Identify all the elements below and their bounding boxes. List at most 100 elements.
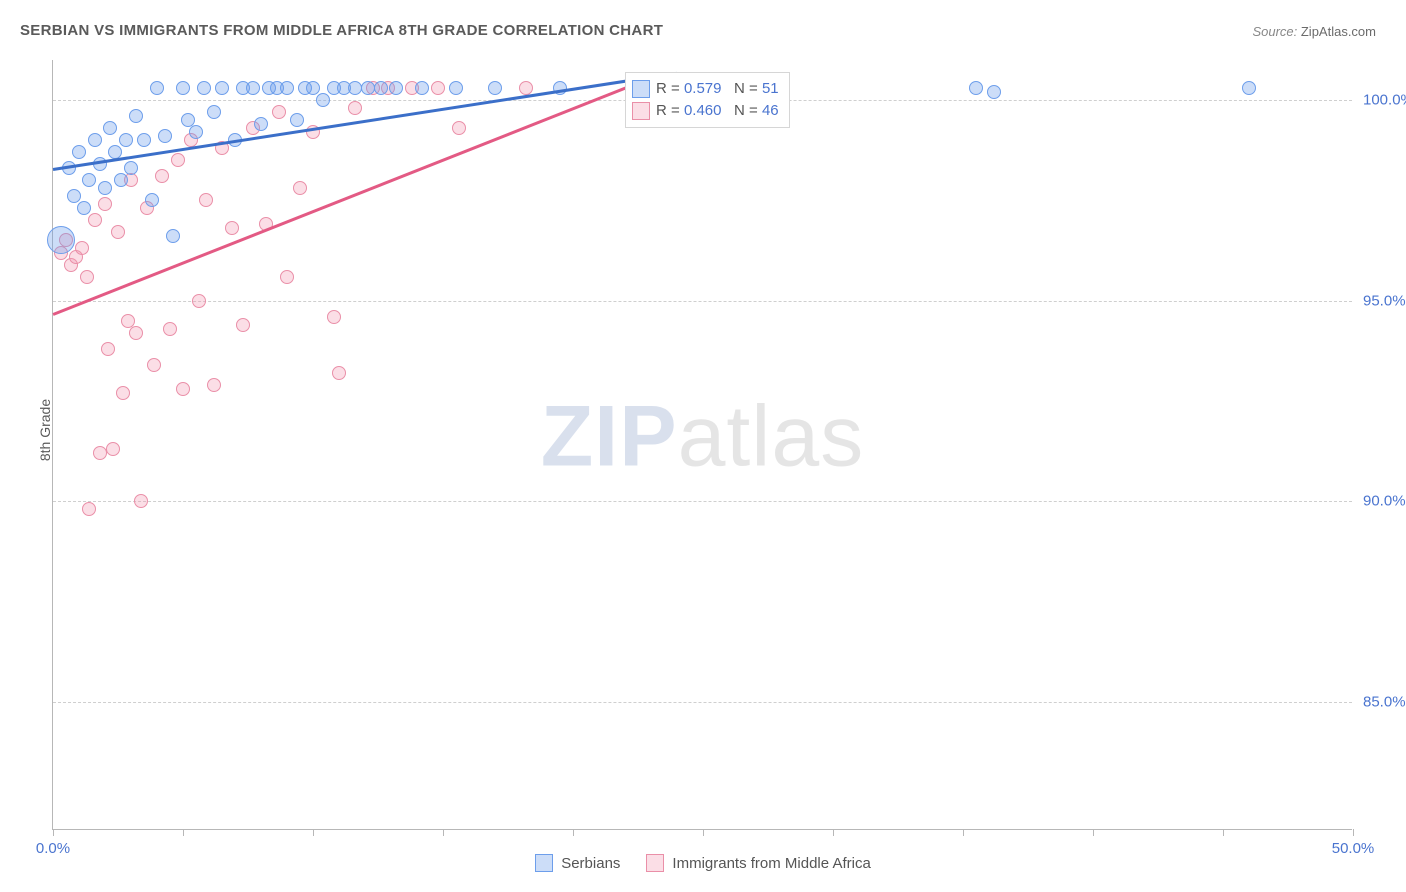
point-serbians: [389, 81, 403, 95]
point-serbians: [215, 81, 229, 95]
x-tick: [1223, 829, 1224, 836]
x-tick: [1353, 829, 1354, 836]
x-tick: [313, 829, 314, 836]
point-serbians: [103, 121, 117, 135]
legend-label-middle-africa: Immigrants from Middle Africa: [672, 855, 870, 872]
point-middle-africa: [431, 81, 445, 95]
correlation-row-middle-africa: R = 0.460 N = 46: [632, 100, 779, 122]
correlation-row-serbians: R = 0.579 N = 51: [632, 78, 779, 100]
y-axis-label: 8th Grade: [37, 399, 53, 461]
legend-swatch-middle-africa: [646, 854, 664, 872]
point-serbians: [374, 81, 388, 95]
point-middle-africa: [519, 81, 533, 95]
y-tick-label: 90.0%: [1363, 493, 1406, 510]
legend-label-serbians: Serbians: [561, 855, 620, 872]
y-tick-label: 85.0%: [1363, 693, 1406, 710]
point-middle-africa: [332, 366, 346, 380]
point-serbians: [290, 113, 304, 127]
point-serbians: [189, 125, 203, 139]
point-middle-africa: [176, 382, 190, 396]
x-tick: [963, 829, 964, 836]
point-middle-africa: [106, 442, 120, 456]
point-serbians: [114, 173, 128, 187]
point-serbians: [197, 81, 211, 95]
point-middle-africa: [272, 105, 286, 119]
point-serbians: [415, 81, 429, 95]
point-serbians: [145, 193, 159, 207]
point-serbians: [246, 81, 260, 95]
correlation-text-middle-africa: R = 0.460 N = 46: [656, 100, 779, 122]
point-serbians: [119, 133, 133, 147]
source-attribution: Source: ZipAtlas.com: [1252, 24, 1376, 39]
point-middle-africa: [134, 494, 148, 508]
point-serbians: [280, 81, 294, 95]
y-tick-label: 95.0%: [1363, 292, 1406, 309]
x-tick: [53, 829, 54, 836]
point-serbians: [176, 81, 190, 95]
source-name: ZipAtlas.com: [1301, 24, 1376, 39]
point-middle-africa: [225, 221, 239, 235]
point-middle-africa: [171, 153, 185, 167]
x-tick: [183, 829, 184, 836]
correlation-text-serbians: R = 0.579 N = 51: [656, 78, 779, 100]
point-middle-africa: [192, 294, 206, 308]
point-middle-africa: [155, 169, 169, 183]
point-middle-africa: [327, 310, 341, 324]
point-serbians: [47, 226, 75, 254]
point-serbians: [361, 81, 375, 95]
point-middle-africa: [80, 270, 94, 284]
point-serbians: [158, 129, 172, 143]
point-middle-africa: [93, 446, 107, 460]
point-serbians: [124, 161, 138, 175]
point-middle-africa: [101, 342, 115, 356]
point-middle-africa: [98, 197, 112, 211]
chart-title: SERBIAN VS IMMIGRANTS FROM MIDDLE AFRICA…: [20, 22, 663, 39]
point-middle-africa: [88, 213, 102, 227]
point-middle-africa: [293, 181, 307, 195]
point-serbians: [254, 117, 268, 131]
point-serbians: [449, 81, 463, 95]
legend-swatch-serbians: [535, 854, 553, 872]
point-serbians: [488, 81, 502, 95]
watermark-atlas: atlas: [678, 388, 865, 484]
point-middle-africa: [452, 121, 466, 135]
x-tick: [703, 829, 704, 836]
point-serbians: [77, 201, 91, 215]
gridline: [53, 702, 1352, 703]
point-middle-africa: [236, 318, 250, 332]
point-serbians: [88, 133, 102, 147]
point-serbians: [1242, 81, 1256, 95]
x-tick: [1093, 829, 1094, 836]
point-serbians: [137, 133, 151, 147]
legend-item-middle-africa: Immigrants from Middle Africa: [646, 854, 870, 872]
point-middle-africa: [199, 193, 213, 207]
watermark-zip: ZIP: [541, 388, 678, 484]
point-middle-africa: [75, 241, 89, 255]
point-middle-africa: [111, 225, 125, 239]
source-label: Source:: [1252, 24, 1300, 39]
point-middle-africa: [116, 386, 130, 400]
legend: Serbians Immigrants from Middle Africa: [0, 854, 1406, 872]
point-serbians: [98, 181, 112, 195]
point-serbians: [207, 105, 221, 119]
correlation-box: R = 0.579 N = 51R = 0.460 N = 46: [625, 72, 790, 128]
point-serbians: [987, 85, 1001, 99]
point-serbians: [306, 81, 320, 95]
point-middle-africa: [82, 502, 96, 516]
x-tick: [833, 829, 834, 836]
swatch-serbians: [632, 80, 650, 98]
point-middle-africa: [163, 322, 177, 336]
point-serbians: [82, 173, 96, 187]
y-tick-label: 100.0%: [1363, 92, 1406, 109]
watermark: ZIPatlas: [541, 387, 864, 486]
point-serbians: [150, 81, 164, 95]
point-middle-africa: [348, 101, 362, 115]
point-middle-africa: [280, 270, 294, 284]
plot-area: ZIPatlas 85.0%90.0%95.0%100.0%0.0%50.0%R…: [52, 60, 1352, 830]
point-serbians: [67, 189, 81, 203]
gridline: [53, 301, 1352, 302]
point-middle-africa: [207, 378, 221, 392]
x-tick: [443, 829, 444, 836]
point-middle-africa: [129, 326, 143, 340]
gridline: [53, 501, 1352, 502]
